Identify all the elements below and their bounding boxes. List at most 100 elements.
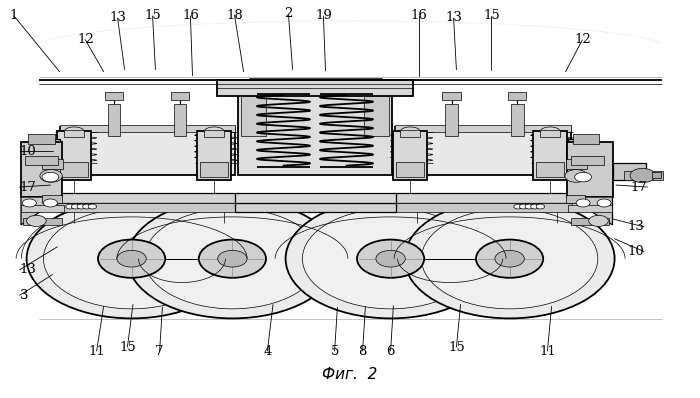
Ellipse shape [540, 127, 560, 136]
Polygon shape [568, 197, 612, 225]
Circle shape [144, 209, 321, 309]
Circle shape [525, 204, 533, 209]
Circle shape [88, 204, 97, 209]
Circle shape [376, 250, 405, 267]
Circle shape [357, 240, 424, 278]
Circle shape [218, 250, 247, 267]
Bar [108, 104, 120, 136]
Bar [612, 163, 646, 180]
Text: 13: 13 [109, 12, 126, 24]
Text: 13: 13 [20, 263, 36, 276]
Text: 11: 11 [88, 345, 105, 357]
Bar [23, 218, 62, 225]
Bar [57, 193, 236, 203]
Bar [64, 130, 84, 137]
Bar [568, 139, 584, 203]
Bar [511, 104, 524, 136]
Bar [60, 162, 88, 177]
Bar [445, 104, 458, 136]
Bar [234, 202, 395, 212]
Circle shape [630, 168, 655, 183]
Circle shape [77, 204, 85, 209]
Circle shape [66, 204, 74, 209]
Circle shape [531, 204, 539, 209]
Bar [234, 193, 395, 203]
Bar [42, 159, 63, 169]
Bar [566, 159, 587, 169]
Bar [45, 139, 60, 203]
Bar [364, 93, 388, 136]
Text: 16: 16 [182, 10, 199, 22]
Bar [105, 92, 123, 100]
Text: 13: 13 [445, 12, 462, 24]
Circle shape [514, 204, 522, 209]
Text: 4: 4 [263, 345, 272, 357]
Text: 13: 13 [627, 220, 644, 233]
Text: 17: 17 [631, 181, 648, 193]
Bar [400, 130, 420, 137]
Bar [396, 162, 424, 177]
Circle shape [536, 204, 545, 209]
Text: 6: 6 [386, 345, 395, 357]
Bar [393, 203, 572, 212]
Bar [248, 78, 382, 86]
Circle shape [575, 172, 592, 182]
Circle shape [302, 209, 479, 309]
Bar [573, 134, 599, 144]
Bar [197, 131, 231, 180]
Bar [393, 193, 572, 203]
Circle shape [405, 199, 615, 318]
Bar [395, 127, 570, 175]
Text: 19: 19 [315, 10, 332, 22]
Circle shape [27, 215, 46, 226]
Ellipse shape [64, 127, 84, 136]
Bar [204, 130, 224, 137]
Bar [238, 80, 392, 175]
Bar [393, 131, 427, 180]
Bar [652, 172, 661, 178]
Bar [570, 156, 604, 165]
Text: 3: 3 [20, 289, 28, 302]
Text: 7: 7 [155, 345, 164, 357]
Circle shape [27, 199, 237, 318]
Text: 1: 1 [10, 10, 18, 22]
Text: 15: 15 [144, 10, 161, 22]
Text: 10: 10 [627, 245, 644, 258]
Text: 12: 12 [77, 33, 94, 46]
Text: 15: 15 [119, 341, 136, 353]
Text: 18: 18 [226, 9, 243, 21]
Circle shape [589, 215, 608, 226]
Bar [536, 162, 564, 177]
Bar [217, 80, 413, 96]
Text: 12: 12 [574, 33, 591, 46]
Circle shape [565, 170, 587, 182]
Bar [200, 162, 228, 177]
Text: 15: 15 [448, 341, 465, 353]
Ellipse shape [400, 127, 420, 136]
Circle shape [421, 209, 598, 309]
Bar [567, 142, 612, 197]
Circle shape [71, 204, 80, 209]
Polygon shape [21, 197, 62, 225]
Circle shape [576, 199, 590, 207]
Bar [570, 218, 609, 225]
Bar [241, 93, 266, 136]
Circle shape [127, 199, 337, 318]
Bar [42, 195, 62, 203]
Bar [60, 125, 234, 132]
Bar [60, 127, 234, 175]
Bar [442, 92, 461, 100]
Circle shape [42, 172, 59, 182]
Text: 17: 17 [20, 181, 36, 193]
Text: 2: 2 [284, 8, 293, 20]
Bar [25, 156, 58, 165]
Bar [57, 131, 91, 180]
Bar [568, 205, 612, 212]
Circle shape [286, 199, 496, 318]
Bar [624, 171, 663, 180]
Text: 5: 5 [330, 345, 339, 357]
Bar [533, 131, 567, 180]
Bar [566, 195, 585, 203]
Bar [28, 134, 55, 144]
Circle shape [199, 240, 266, 278]
